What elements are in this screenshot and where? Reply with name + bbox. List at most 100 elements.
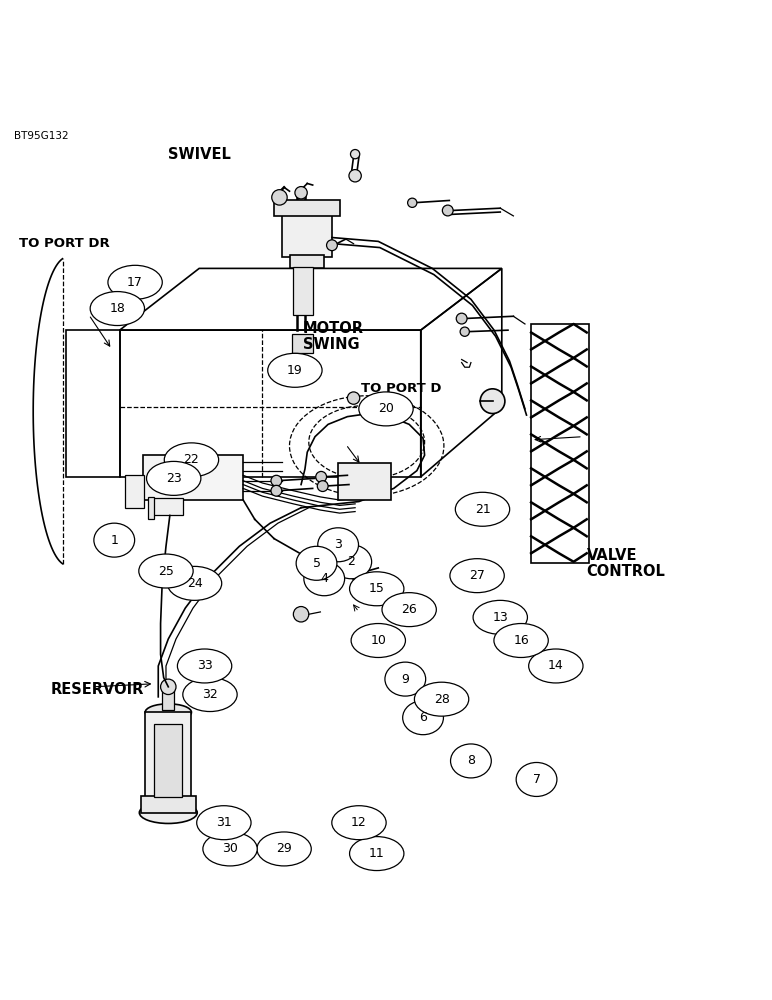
Ellipse shape — [455, 492, 510, 526]
Ellipse shape — [108, 265, 162, 299]
Text: 26: 26 — [401, 603, 417, 616]
Bar — [162, 688, 174, 710]
Ellipse shape — [304, 562, 344, 596]
Text: 9: 9 — [401, 673, 409, 686]
Text: VALVE: VALVE — [587, 548, 637, 563]
Bar — [141, 796, 196, 813]
Text: 2: 2 — [347, 555, 355, 568]
Text: TO PORT DR: TO PORT DR — [19, 237, 110, 250]
Text: MOTOR: MOTOR — [303, 321, 364, 336]
Text: RESERVOIR: RESERVOIR — [50, 682, 144, 697]
Ellipse shape — [516, 762, 557, 796]
Bar — [125, 475, 144, 508]
Text: 31: 31 — [216, 816, 232, 829]
Text: 33: 33 — [197, 659, 212, 672]
Circle shape — [350, 566, 364, 580]
Text: TO PORT D: TO PORT D — [361, 382, 442, 395]
Ellipse shape — [473, 600, 527, 634]
Ellipse shape — [350, 837, 404, 871]
Bar — [148, 497, 154, 519]
Text: 14: 14 — [548, 659, 564, 672]
Text: BT95G132: BT95G132 — [14, 131, 69, 141]
Bar — [145, 712, 191, 797]
Ellipse shape — [529, 649, 583, 683]
Text: 18: 18 — [110, 302, 125, 315]
Ellipse shape — [332, 806, 386, 840]
Ellipse shape — [296, 546, 337, 580]
Bar — [292, 334, 313, 353]
Circle shape — [271, 485, 282, 496]
Bar — [143, 455, 243, 500]
Ellipse shape — [94, 523, 134, 557]
Bar — [274, 200, 340, 216]
Text: 13: 13 — [493, 611, 508, 624]
Ellipse shape — [350, 572, 404, 606]
Ellipse shape — [494, 624, 548, 657]
Text: 30: 30 — [222, 842, 238, 855]
Ellipse shape — [257, 832, 311, 866]
Text: 27: 27 — [469, 569, 485, 582]
Text: 25: 25 — [158, 565, 174, 578]
Text: 3: 3 — [334, 538, 342, 551]
Circle shape — [271, 475, 282, 486]
Text: 5: 5 — [313, 557, 320, 570]
Bar — [531, 324, 589, 563]
Ellipse shape — [183, 678, 237, 712]
Ellipse shape — [318, 528, 358, 562]
Text: 7: 7 — [533, 773, 540, 786]
Circle shape — [442, 205, 453, 216]
Ellipse shape — [385, 662, 425, 696]
Ellipse shape — [178, 649, 232, 683]
Bar — [154, 724, 182, 797]
Circle shape — [456, 313, 467, 324]
Ellipse shape — [382, 593, 436, 627]
Circle shape — [350, 150, 360, 159]
Text: SWIVEL: SWIVEL — [168, 147, 231, 162]
Ellipse shape — [139, 554, 193, 588]
Circle shape — [295, 187, 307, 199]
Ellipse shape — [197, 806, 251, 840]
Ellipse shape — [359, 392, 413, 426]
Bar — [282, 214, 332, 257]
Text: 28: 28 — [434, 693, 449, 706]
Ellipse shape — [164, 443, 218, 477]
Bar — [293, 267, 313, 315]
Text: 19: 19 — [287, 364, 303, 377]
Circle shape — [317, 481, 328, 492]
Text: 1: 1 — [110, 534, 118, 547]
Text: 10: 10 — [371, 634, 386, 647]
Text: 21: 21 — [475, 503, 490, 516]
Circle shape — [161, 679, 176, 695]
Bar — [290, 255, 324, 268]
Ellipse shape — [403, 701, 443, 735]
Text: 12: 12 — [351, 816, 367, 829]
Text: 20: 20 — [378, 402, 394, 415]
Circle shape — [349, 170, 361, 182]
Circle shape — [347, 392, 360, 404]
Text: 22: 22 — [184, 453, 199, 466]
Text: 6: 6 — [419, 711, 427, 724]
Ellipse shape — [140, 802, 198, 823]
Text: 24: 24 — [187, 577, 202, 590]
Text: 32: 32 — [202, 688, 218, 701]
Text: 17: 17 — [127, 276, 143, 289]
Text: 16: 16 — [513, 634, 529, 647]
Ellipse shape — [168, 566, 222, 600]
Bar — [151, 498, 183, 515]
Ellipse shape — [351, 624, 405, 657]
Ellipse shape — [451, 744, 491, 778]
Ellipse shape — [147, 461, 201, 495]
Ellipse shape — [331, 545, 371, 579]
Circle shape — [327, 240, 337, 251]
Text: CONTROL: CONTROL — [587, 564, 665, 579]
Bar — [338, 463, 391, 500]
Ellipse shape — [415, 682, 469, 716]
Ellipse shape — [203, 832, 257, 866]
Text: 4: 4 — [320, 572, 328, 585]
Circle shape — [460, 327, 469, 336]
Circle shape — [408, 198, 417, 207]
Ellipse shape — [90, 292, 144, 326]
Ellipse shape — [145, 704, 191, 721]
Ellipse shape — [450, 559, 504, 593]
Circle shape — [316, 471, 327, 482]
